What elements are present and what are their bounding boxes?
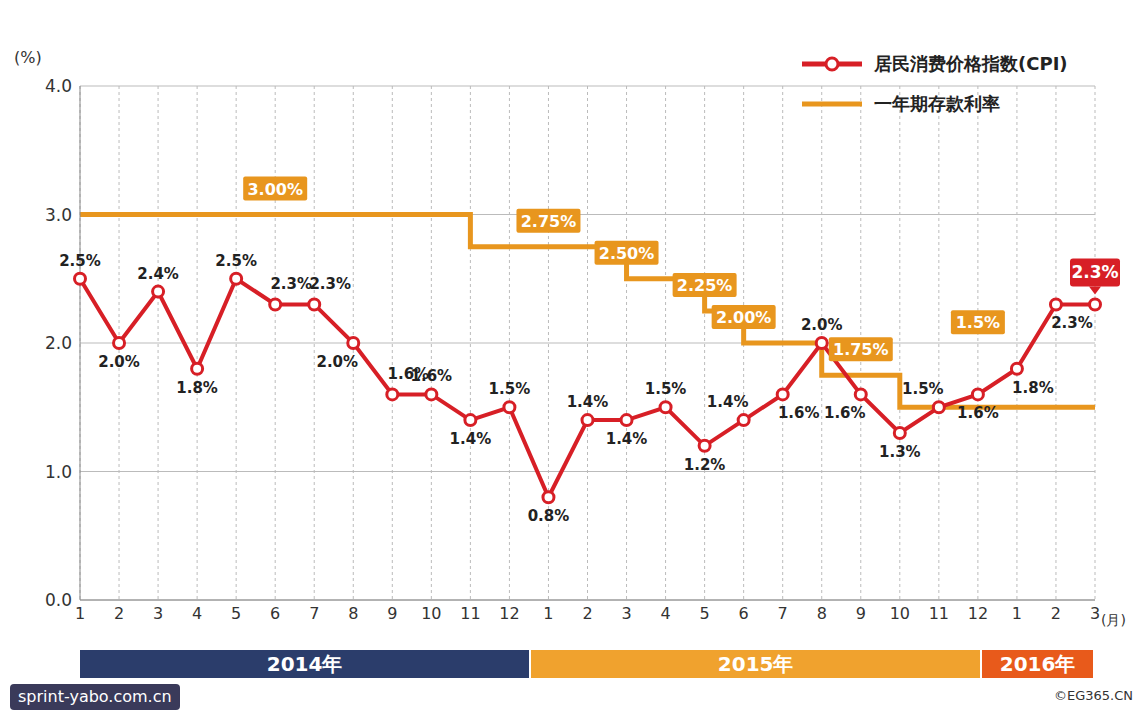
- svg-text:1.75%: 1.75%: [833, 340, 889, 359]
- svg-text:1.5%: 1.5%: [645, 380, 687, 398]
- html-text:一年期存款利率: 一年期存款利率: [874, 93, 1000, 114]
- svg-text:5: 5: [231, 604, 241, 623]
- svg-text:1.2%: 1.2%: [684, 456, 726, 474]
- svg-text:1.4%: 1.4%: [707, 393, 749, 411]
- html-text:2015年: 2015年: [717, 652, 794, 676]
- svg-text:10: 10: [890, 604, 910, 623]
- svg-text:1.8%: 1.8%: [176, 379, 218, 397]
- svg-text:1.6%: 1.6%: [387, 365, 430, 384]
- svg-text:1: 1: [1012, 604, 1022, 623]
- svg-text:12: 12: [968, 604, 988, 623]
- svg-text:5: 5: [700, 604, 710, 623]
- html-text:2016年: 2016年: [999, 652, 1076, 676]
- svg-text:1.5%: 1.5%: [489, 380, 531, 398]
- svg-text:9: 9: [856, 604, 866, 623]
- svg-text:1.4%: 1.4%: [567, 393, 609, 411]
- svg-text:2.3%: 2.3%: [270, 275, 312, 293]
- svg-text:1.4%: 1.4%: [606, 430, 648, 448]
- html-text:2014年: 2014年: [266, 652, 343, 676]
- svg-text:2: 2: [582, 604, 592, 623]
- svg-text:11: 11: [929, 604, 949, 623]
- svg-text:9: 9: [387, 604, 397, 623]
- svg-text:2.0%: 2.0%: [801, 316, 843, 334]
- svg-text:2.0%: 2.0%: [316, 353, 358, 371]
- svg-text:7: 7: [778, 604, 788, 623]
- svg-text:2.0%: 2.0%: [98, 353, 140, 371]
- svg-text:2.75%: 2.75%: [521, 212, 577, 231]
- svg-text:6: 6: [739, 604, 749, 623]
- svg-text:3: 3: [153, 604, 163, 623]
- svg-text:0.8%: 0.8%: [528, 507, 570, 525]
- svg-text:3.0: 3.0: [45, 205, 72, 225]
- svg-text:2.3%: 2.3%: [309, 275, 351, 293]
- svg-text:1.0: 1.0: [45, 462, 72, 482]
- svg-text:0.0: 0.0: [45, 590, 72, 610]
- svg-text:4: 4: [660, 604, 670, 623]
- svg-text:3: 3: [621, 604, 631, 623]
- svg-text:1.5%: 1.5%: [956, 313, 1000, 332]
- svg-text:1.5%: 1.5%: [902, 380, 944, 398]
- html-text:sprint-yabo.com.cn: sprint-yabo.com.cn: [18, 687, 172, 706]
- svg-text:1.6%: 1.6%: [778, 404, 820, 422]
- svg-text:1.8%: 1.8%: [1012, 379, 1054, 397]
- svg-text:1.6%: 1.6%: [957, 404, 999, 422]
- svg-text:2.4%: 2.4%: [137, 265, 179, 283]
- svg-text:2.5%: 2.5%: [59, 252, 101, 270]
- svg-text:2.00%: 2.00%: [716, 308, 772, 327]
- svg-text:1: 1: [543, 604, 553, 623]
- svg-text:2.25%: 2.25%: [677, 276, 733, 295]
- html-text:居民消费价格指数(CPI): 居民消费价格指数(CPI): [874, 53, 1068, 74]
- svg-text:6: 6: [270, 604, 280, 623]
- svg-text:7: 7: [309, 604, 319, 623]
- svg-text:2: 2: [114, 604, 124, 623]
- svg-text:1: 1: [75, 604, 85, 623]
- svg-text:12: 12: [499, 604, 519, 623]
- svg-text:1.6%: 1.6%: [824, 404, 866, 422]
- svg-text:2.3%: 2.3%: [1051, 314, 1093, 332]
- svg-text:2.3%: 2.3%: [1071, 262, 1118, 282]
- svg-text:3.00%: 3.00%: [247, 180, 303, 199]
- svg-text:3: 3: [1090, 604, 1100, 623]
- svg-text:2: 2: [1051, 604, 1061, 623]
- svg-text:4.0: 4.0: [45, 76, 72, 96]
- svg-text:4: 4: [192, 604, 202, 623]
- svg-text:8: 8: [817, 604, 827, 623]
- svg-text:2.50%: 2.50%: [599, 244, 655, 263]
- svg-text:2.5%: 2.5%: [215, 252, 257, 270]
- svg-text:11: 11: [460, 604, 480, 623]
- svg-text:10: 10: [421, 604, 441, 623]
- svg-text:2.0: 2.0: [45, 333, 72, 353]
- svg-text:8: 8: [348, 604, 358, 623]
- svg-text:1.6%: 1.6%: [411, 367, 453, 385]
- svg-text:1.3%: 1.3%: [879, 443, 921, 461]
- html-text:©EG365.CN: ©EG365.CN: [1054, 688, 1133, 703]
- svg-text:1.4%: 1.4%: [450, 430, 492, 448]
- html-text:(月): (月): [1101, 612, 1126, 628]
